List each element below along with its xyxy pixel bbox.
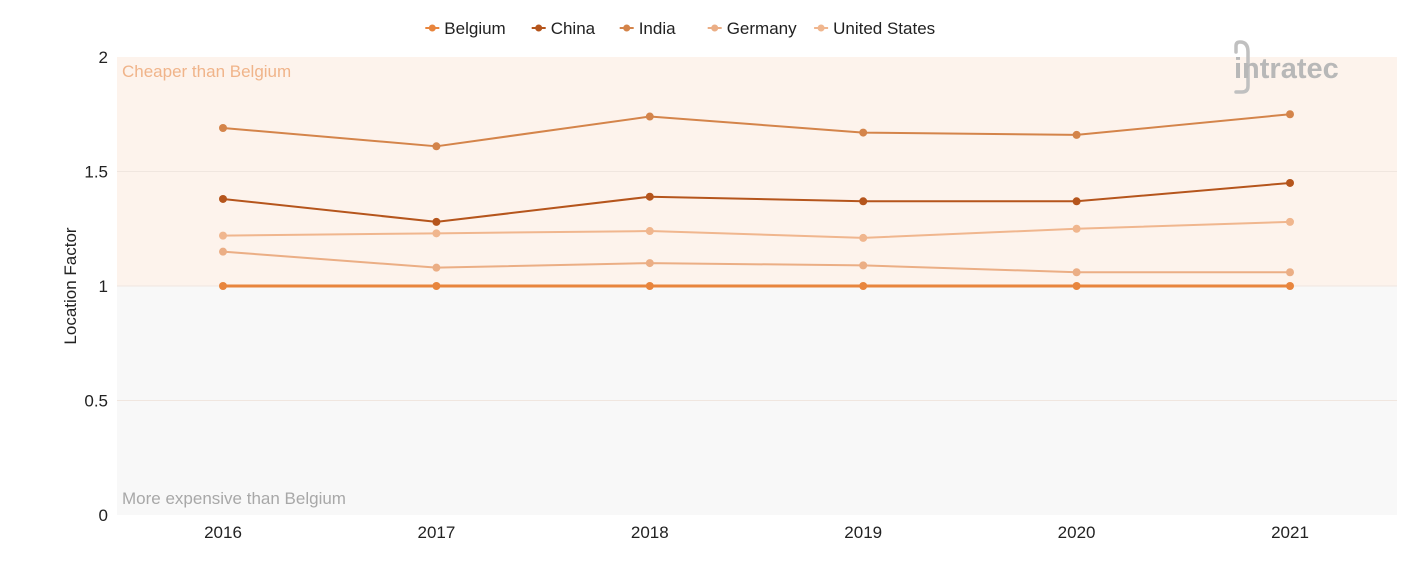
data-point-belgium[interactable] (859, 282, 868, 290)
series-line-china (222, 181, 1291, 223)
data-point-belgium[interactable] (219, 282, 227, 290)
legend-swatch-dot (817, 24, 825, 32)
legend-item-germany[interactable]: Germany (707, 19, 797, 38)
band-label-0: Cheaper than Belgium (122, 62, 291, 81)
data-point-belgium[interactable] (1286, 282, 1294, 290)
data-point-china[interactable] (219, 194, 227, 203)
legend-label: China (551, 19, 596, 38)
data-point-united-states[interactable] (1072, 224, 1081, 233)
y-tick-label: 2 (99, 48, 108, 67)
x-tick-label: 2020 (1058, 523, 1096, 542)
data-point-germany[interactable] (432, 263, 441, 272)
x-tick-label: 2021 (1271, 523, 1309, 542)
data-point-belgium[interactable] (645, 282, 654, 290)
data-point-germany[interactable] (1286, 268, 1294, 277)
legend-label: Belgium (444, 19, 505, 38)
series-line-united-states (222, 220, 1291, 239)
data-point-india[interactable] (219, 123, 227, 132)
data-point-china[interactable] (859, 197, 868, 206)
data-point-united-states[interactable] (219, 231, 227, 240)
series-india (219, 110, 1294, 151)
data-point-united-states[interactable] (1286, 217, 1294, 226)
data-point-china[interactable] (1286, 178, 1294, 187)
legend-label: Germany (727, 19, 797, 38)
legend-item-china[interactable]: China (531, 19, 596, 38)
series-line-germany (222, 250, 1290, 274)
series-line-india (222, 113, 1291, 148)
legend-item-united-states[interactable]: United States (814, 19, 935, 38)
data-point-united-states[interactable] (432, 229, 441, 238)
series-china (219, 178, 1294, 226)
data-point-belgium[interactable] (432, 282, 441, 290)
data-point-united-states[interactable] (645, 227, 654, 236)
legend-label: India (639, 19, 676, 38)
data-point-india[interactable] (1072, 130, 1081, 139)
series-united-states (219, 217, 1294, 242)
data-point-united-states[interactable] (859, 233, 868, 242)
data-point-india[interactable] (432, 142, 441, 151)
logo-text: intratec (1234, 53, 1339, 85)
legend-label: United States (833, 19, 935, 38)
series-germany (219, 247, 1294, 277)
data-point-india[interactable] (1286, 110, 1294, 119)
legend-swatch-dot (428, 24, 436, 32)
series-belgium (219, 282, 1294, 290)
legend: Belgium China India Germany United States (425, 19, 935, 38)
data-point-germany[interactable] (859, 261, 868, 270)
legend-item-belgium[interactable]: Belgium (425, 19, 506, 38)
x-tick-label: 2018 (631, 523, 669, 542)
data-point-india[interactable] (645, 112, 654, 121)
data-point-germany[interactable] (219, 247, 227, 256)
y-axis-label: Location Factor (61, 227, 80, 345)
data-point-germany[interactable] (645, 259, 654, 268)
x-tick-label: 2019 (844, 523, 882, 542)
band-label-1: More expensive than Belgium (122, 489, 346, 508)
x-tick-label: 2017 (417, 523, 455, 542)
legend-swatch-dot (711, 24, 719, 32)
data-point-china[interactable] (1072, 197, 1081, 206)
y-tick-label: 0 (99, 506, 108, 525)
x-tick-label: 2016 (204, 523, 242, 542)
y-tick-label: 0.5 (84, 392, 108, 411)
y-tick-label: 1.5 (84, 163, 108, 182)
data-point-germany[interactable] (1072, 268, 1081, 277)
legend-swatch-dot (623, 24, 631, 32)
intratec-logo: intratec (1234, 40, 1339, 94)
y-tick-label: 1 (99, 277, 108, 296)
data-point-china[interactable] (645, 192, 654, 201)
legend-swatch-dot (535, 24, 543, 32)
legend-item-india[interactable]: India (619, 19, 676, 38)
data-point-india[interactable] (859, 128, 868, 137)
data-point-china[interactable] (432, 217, 441, 226)
logo-mark-icon (1234, 40, 1250, 94)
data-point-belgium[interactable] (1072, 282, 1081, 290)
